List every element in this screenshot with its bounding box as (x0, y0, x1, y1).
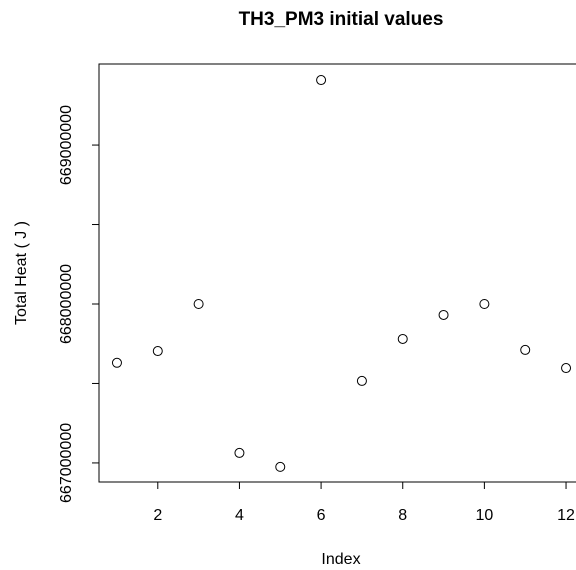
point (438, 309, 449, 320)
x-tick-label: 8 (398, 507, 407, 524)
y-axis-label: Total Heat ( J ) (13, 221, 30, 325)
point (152, 346, 163, 357)
x-tick-label: 12 (557, 507, 575, 524)
plot-frame (98, 63, 576, 483)
y-tick-label: 669000000 (58, 105, 75, 185)
point (520, 344, 531, 355)
point (479, 298, 490, 309)
x-tick-label: 6 (317, 507, 326, 524)
point (111, 357, 122, 368)
y-tick-label: 668000000 (58, 264, 75, 344)
point (397, 333, 408, 344)
x-tick-label: 10 (475, 507, 493, 524)
point (316, 75, 327, 86)
y-tick-label: 667000000 (58, 423, 75, 503)
point (561, 363, 572, 374)
x-tick-label: 2 (153, 507, 162, 524)
point (234, 447, 245, 458)
chart-title: TH3_PM3 initial values (239, 9, 444, 30)
x-tick-label: 4 (235, 507, 244, 524)
x-axis-label: Index (321, 551, 360, 568)
point (193, 298, 204, 309)
point (356, 375, 367, 386)
point (275, 461, 286, 472)
